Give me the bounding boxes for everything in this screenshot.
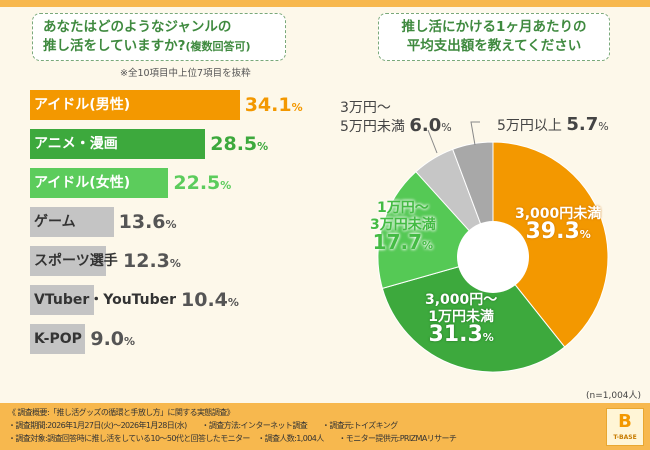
leader-line xyxy=(470,121,480,146)
bar xyxy=(30,90,240,120)
slice-label-3: 3万円〜 5万円未満 6.0% xyxy=(340,100,452,136)
bar xyxy=(30,285,94,315)
question-line2: 平均支出額を教えてください xyxy=(406,38,582,54)
left-question: あなたはどのようなジャンルの 推し活をしていますか?(複数回答可) xyxy=(32,13,286,61)
bar-category-label: スポーツ選手 xyxy=(34,253,118,269)
t-base-logo: B T-BASE xyxy=(606,408,644,446)
bar-category-label: アイドル(女性) xyxy=(34,175,131,191)
sample-size: (n=1,004人) xyxy=(586,391,642,401)
bar-value-label: 12.3% xyxy=(123,250,181,272)
bar-category-label: K-POP xyxy=(34,331,82,347)
donut-hole xyxy=(457,221,529,293)
pie-slice xyxy=(381,256,566,373)
question-line2: 推し活をしていますか? xyxy=(43,38,186,54)
question-qualifier: (複数回答可) xyxy=(185,40,251,53)
survey-title: 《 調査概要:「推し活グッズの循環と手放し方」に関する実態調査》 xyxy=(8,408,235,417)
bar xyxy=(30,129,206,159)
slice-label-4: 5万円以上 5.7% xyxy=(497,114,609,135)
bar-category-label: ゲーム xyxy=(34,214,76,230)
top-bar xyxy=(0,0,650,7)
bar xyxy=(30,207,114,237)
bar-category-label: アニメ・漫画 xyxy=(34,136,118,152)
bar-value-label: 22.5% xyxy=(173,172,232,194)
bar-value-label: 10.4% xyxy=(181,289,239,311)
right-question: 推し活にかける1ヶ月あたりの 平均支出額を教えてください xyxy=(378,13,610,61)
bar-value-label: 9.0% xyxy=(90,328,136,350)
leader-line xyxy=(427,129,438,154)
slice-label-1: 3,000円〜 1万円未満 31.3% xyxy=(425,292,498,347)
bar-value-label: 28.5% xyxy=(210,133,269,155)
question-line1: あなたはどのようなジャンルの xyxy=(43,19,232,35)
slice-label-0: 3,000円未満 39.3% xyxy=(515,206,602,244)
selection-note: ※全10項目中上位7項目を抜粋 xyxy=(120,68,251,79)
bar-value-label: 34.1% xyxy=(244,94,303,116)
bar-category-label: アイドル(男性) xyxy=(34,97,131,113)
bar xyxy=(30,324,86,354)
bar-category-label: VTuber・YouTuber xyxy=(34,292,177,308)
pie-slice xyxy=(492,141,609,348)
bar xyxy=(30,246,106,276)
footer: 《 調査概要:「推し活グッズの循環と手放し方」に関する実態調査》 ・調査期間:2… xyxy=(0,403,650,450)
slice-label-2: 1万円〜 3万円未満 17.7% xyxy=(370,200,436,254)
survey-target: ・調査対象:調査回答時に推し活をしている10〜50代と回答したモニター ・調査人… xyxy=(8,434,457,443)
bar-value-label: 13.6% xyxy=(118,211,177,233)
bar xyxy=(30,168,169,198)
question-line1: 推し活にかける1ヶ月あたりの xyxy=(401,19,587,35)
survey-period: ・調査期間:2026年1月27日(火)〜2026年1月28日(水) ・調査方法:… xyxy=(8,421,398,430)
